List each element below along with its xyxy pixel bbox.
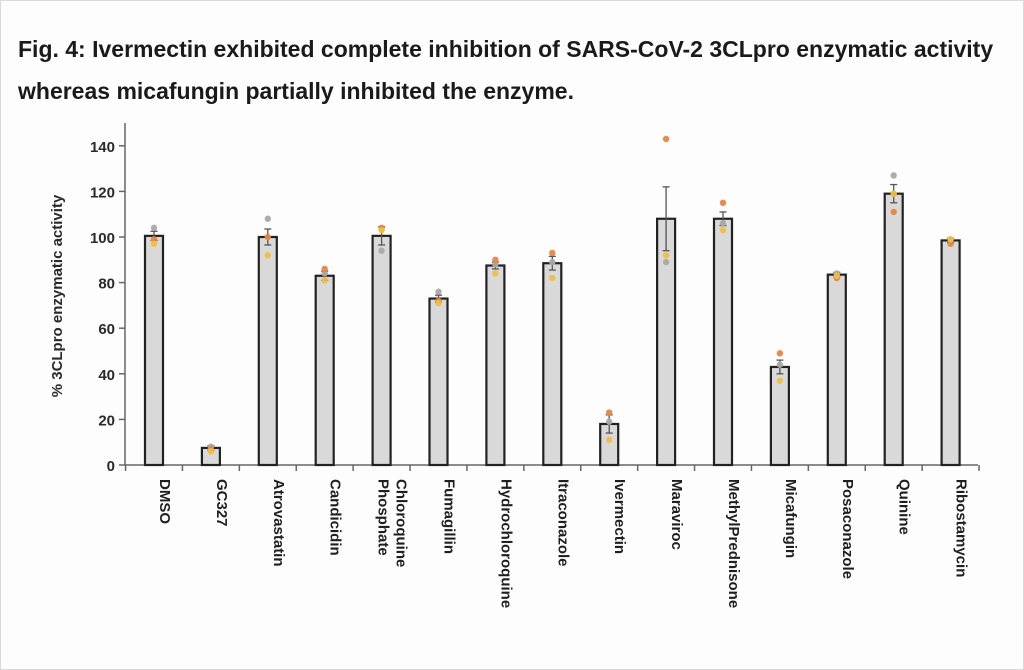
bar-ribostamycin (940, 239, 961, 467)
replicate-point (549, 274, 556, 282)
replicate-point (264, 215, 271, 222)
replicate-point (321, 265, 328, 273)
replicate-point (264, 233, 271, 241)
bar-quinine (883, 192, 904, 467)
x-tick-label: DMSO (156, 479, 173, 524)
replicate-point (150, 240, 158, 248)
x-tick-label: Fumagillin (441, 479, 458, 554)
x-tick-label: Ribostamycin (953, 479, 970, 577)
x-tick-label: Atrovastatin (270, 479, 287, 567)
x-tick-label: GC327 (213, 479, 230, 527)
replicate-points (150, 135, 954, 455)
y-tick-label: 0 (107, 458, 115, 475)
x-tick-label: MethylPrednisone (725, 479, 742, 608)
bar-methylprednisone (712, 217, 734, 467)
x-tick-label: Itraconazole (554, 479, 571, 567)
x-tick-label: Quinine (896, 479, 913, 535)
x-tick-label: ChloroquinePhosphate (375, 479, 410, 567)
replicate-point (492, 261, 499, 268)
y-axis-label: % 3CLpro enzymatic activity (49, 194, 66, 397)
figure-title: Fig. 4: Ivermectin exhibited complete in… (18, 36, 994, 104)
replicate-point (435, 288, 442, 295)
bar-hydrochloroquine (485, 264, 506, 467)
replicate-point (606, 418, 613, 425)
bar-posaconazole (826, 273, 847, 467)
y-tick-label: 100 (90, 230, 115, 247)
replicate-point (833, 272, 840, 279)
x-tick-label: Ivermectin (611, 479, 628, 554)
x-tick-label: Candicidin (327, 479, 344, 556)
x-tick-label: Hydrochloroquine (497, 479, 514, 608)
replicate-point (890, 190, 897, 197)
replicate-point (606, 409, 613, 416)
y-tick-label: 120 (90, 184, 115, 201)
y-tick-label: 80 (98, 276, 115, 293)
replicate-point (606, 436, 613, 444)
bar-chloroquine-phosphate (371, 234, 392, 467)
replicate-point (378, 247, 385, 254)
replicate-point (207, 448, 215, 455)
y-tick-label: 40 (98, 367, 115, 384)
x-tick-label: Micafungin (782, 479, 799, 558)
replicate-point (264, 252, 271, 259)
replicate-point (549, 249, 556, 257)
replicate-point (378, 226, 385, 234)
bar-atrovastatin (257, 235, 278, 467)
replicate-point (662, 258, 670, 266)
bar-candicidin (314, 274, 335, 467)
replicate-point (435, 299, 442, 307)
y-tick-label: 140 (90, 139, 115, 156)
x-tick-label: Posaconazole (839, 479, 856, 579)
replicate-point (492, 270, 499, 277)
replicate-point (719, 226, 727, 234)
replicate-point (947, 236, 954, 243)
replicate-point (150, 224, 158, 232)
replicate-point (321, 277, 328, 284)
bar-dmso (143, 234, 165, 467)
replicate-point (890, 172, 897, 179)
y-tick-label: 60 (98, 321, 115, 338)
replicate-point (776, 377, 784, 384)
y-axis: 0 20 40 60 80 100 120 140 (90, 123, 126, 475)
replicate-point (719, 220, 727, 227)
x-tick-label: Maraviroc (668, 479, 685, 550)
replicate-point (947, 240, 954, 248)
replicate-point (776, 350, 784, 357)
replicate-point (492, 256, 499, 263)
replicate-point (549, 258, 556, 266)
replicate-point (719, 199, 727, 206)
replicate-point (662, 252, 670, 259)
replicate-point (890, 208, 897, 216)
replicate-point (321, 270, 328, 277)
replicate-point (776, 361, 784, 368)
bar-fumagillin (428, 297, 449, 467)
x-tick-labels: DMSO GC327 Atrovastatin Candicidin Chloroqui… (156, 479, 970, 608)
bar-itraconazole (542, 262, 563, 467)
y-tick-label: 20 (98, 412, 115, 429)
replicate-point (150, 236, 158, 243)
replicate-point (662, 135, 670, 143)
